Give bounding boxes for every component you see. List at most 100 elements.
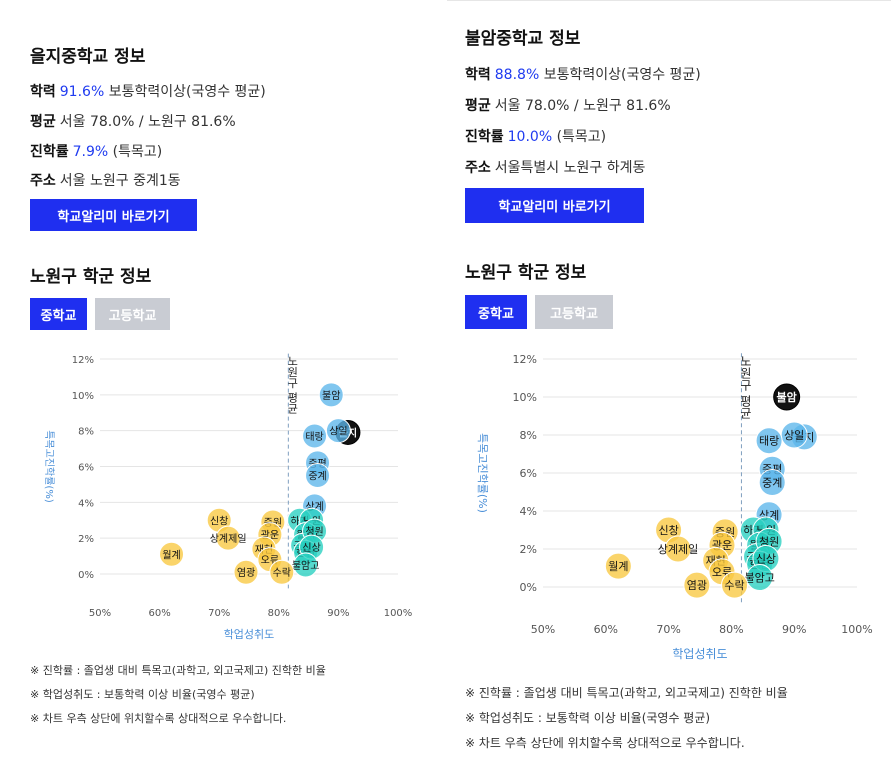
info-row-admission-rate: 진학률 7.9% (특목고) <box>30 141 162 161</box>
data-point-label: 불암고 <box>744 572 774 585</box>
tab-high-school[interactable]: 고등학교 <box>95 298 170 330</box>
x-tick-label: 70% <box>656 623 680 636</box>
x-tick-label: 50% <box>531 623 555 636</box>
y-tick-label: 10% <box>513 391 537 404</box>
info-row-achievement: 학력 91.6% 보통학력이상(국영수 평균) <box>30 81 266 101</box>
data-point-marker <box>721 571 749 599</box>
info-key: 진학률 <box>465 129 504 145</box>
data-point: 불암 <box>318 382 344 408</box>
district-scatter-chart: 0% 2% 4% 6% 8% 10% 12% 50% 60% 70% 80% 90% 100% 노원구 평… <box>43 353 413 641</box>
info-key: 진학률 <box>30 144 69 160</box>
x-tick-label: 80% <box>268 608 290 619</box>
district-scatter-chart: 0% 2% 4% 6% 8% 10% 12% 50% 60% 70% 80% 90% 100% 노원구 평… <box>476 353 873 661</box>
data-point: 수락 <box>721 571 749 599</box>
data-point-label: 신창 <box>658 524 678 537</box>
info-highlight: 88.8% <box>494 67 540 83</box>
data-point: 불암 <box>773 383 801 411</box>
data-point-marker <box>758 469 786 496</box>
x-tick-label: 100% <box>841 623 872 636</box>
district-section-title: 노원구 학군 정보 <box>465 263 587 283</box>
tab-high-school[interactable]: 고등학교 <box>535 295 613 329</box>
data-point-label: 불암고 <box>292 560 320 572</box>
data-point-label: 상계 <box>305 501 323 513</box>
school-alimi-button[interactable]: 학교알리미 바로가기 <box>30 199 197 231</box>
y-tick-label: 0% <box>78 570 94 581</box>
info-text: 서울특별시 노원구 하계동 <box>494 160 646 176</box>
data-point-label: 상계제일 <box>210 533 247 545</box>
info-key: 학력 <box>30 84 56 100</box>
info-text: (특목고) <box>552 129 607 145</box>
data-point-label: 신상 <box>756 553 776 566</box>
data-point-marker <box>233 559 259 585</box>
data-point: 태랑 <box>302 423 328 449</box>
info-key: 주소 <box>465 160 491 176</box>
data-point-marker <box>215 525 241 551</box>
tab-middle-school[interactable]: 중학교 <box>30 298 87 330</box>
info-row-address: 주소 서울특별시 노원구 하계동 <box>465 157 645 177</box>
data-point-label: 태랑 <box>759 435 779 448</box>
data-point-label: 수락 <box>273 567 291 579</box>
data-point-marker <box>269 559 295 585</box>
y-axis-label: 특목고진학률(%) <box>43 430 55 503</box>
school-title: 을지중학교 정보 <box>30 47 146 67</box>
y-tick-label: 6% <box>520 467 537 480</box>
data-point-label: 상일 <box>329 426 347 438</box>
y-tick-label: 0% <box>520 581 537 594</box>
y-tick-label: 2% <box>78 534 94 545</box>
data-point-label: 월계 <box>162 549 180 561</box>
data-point-marker <box>746 564 774 591</box>
data-point-marker <box>773 383 801 411</box>
data-point-label: 상계제일 <box>658 542 698 556</box>
data-point: 월계 <box>159 541 185 567</box>
data-point: 수락 <box>269 559 295 585</box>
left-school-panel: 을지중학교 정보 학력 91.6% 보통학력이상(국영수 평균) 평균 서울 78.… <box>0 0 445 770</box>
data-point-marker <box>302 423 328 449</box>
y-tick-label: 10% <box>72 391 94 402</box>
data-point-label: 중계 <box>308 470 326 482</box>
info-row-achievement: 학력 88.8% 보통학력이상(국영수 평균) <box>465 64 701 84</box>
data-point: 불암고 <box>744 564 775 591</box>
note-achievement: ※ 학업성취도 : 보통학력 이상 비율(국영수 평균) <box>30 688 255 701</box>
data-point-label: 신상 <box>302 542 320 554</box>
data-point: 상일 <box>325 418 351 444</box>
info-highlight: 10.0% <box>507 129 553 145</box>
x-tick-label: 50% <box>89 608 111 619</box>
top-divider <box>447 0 891 1</box>
x-tick-label: 100% <box>384 608 413 619</box>
info-highlight: 7.9% <box>72 144 109 160</box>
note-admission-rate: ※ 진학률 : 졸업생 대비 특목고(과학고, 외고국제고) 진학한 비율 <box>30 664 326 677</box>
info-key: 평균 <box>465 98 491 114</box>
x-axis-label: 학업성취도 <box>224 628 275 641</box>
data-point: 중계 <box>758 469 786 496</box>
x-tick-label: 60% <box>594 623 618 636</box>
data-point-label: 월계 <box>608 560 628 573</box>
data-point: 상계제일 <box>658 535 698 563</box>
data-point-marker <box>604 552 632 580</box>
y-axis-label: 특목고진학률(%) <box>476 433 489 513</box>
y-tick-label: 2% <box>520 543 537 556</box>
data-point-label: 상일 <box>784 428 804 442</box>
info-row-admission-rate: 진학률 10.0% (특목고) <box>465 126 606 146</box>
info-key: 학력 <box>465 67 491 83</box>
y-tick-label: 8% <box>78 427 94 438</box>
data-point: 태랑 <box>755 427 783 455</box>
y-tick-label: 12% <box>72 355 94 366</box>
info-key: 평균 <box>30 114 56 130</box>
district-section-title: 노원구 학군 정보 <box>30 267 152 287</box>
info-text: (특목고) <box>108 144 163 160</box>
y-tick-label: 4% <box>78 498 94 509</box>
info-text: 서울 78.0% / 노원구 81.6% <box>59 114 236 130</box>
data-point: 상일 <box>780 421 808 449</box>
info-row-average: 평균 서울 78.0% / 노원구 81.6% <box>30 111 236 131</box>
data-point-marker <box>664 535 692 563</box>
x-tick-label: 80% <box>719 623 743 636</box>
data-point-label: 수락 <box>724 579 744 592</box>
data-point: 월계 <box>604 552 632 580</box>
tab-middle-school[interactable]: 중학교 <box>465 295 527 329</box>
info-row-average: 평균 서울 78.0% / 노원구 81.6% <box>465 95 671 115</box>
school-alimi-button[interactable]: 학교알리미 바로가기 <box>465 188 644 223</box>
data-point-marker <box>325 418 351 444</box>
data-point: 염광 <box>233 559 259 585</box>
data-point-marker <box>293 552 319 578</box>
note-chart-guide: ※ 차트 우측 상단에 위치할수록 상대적으로 우수합니다. <box>30 712 287 725</box>
